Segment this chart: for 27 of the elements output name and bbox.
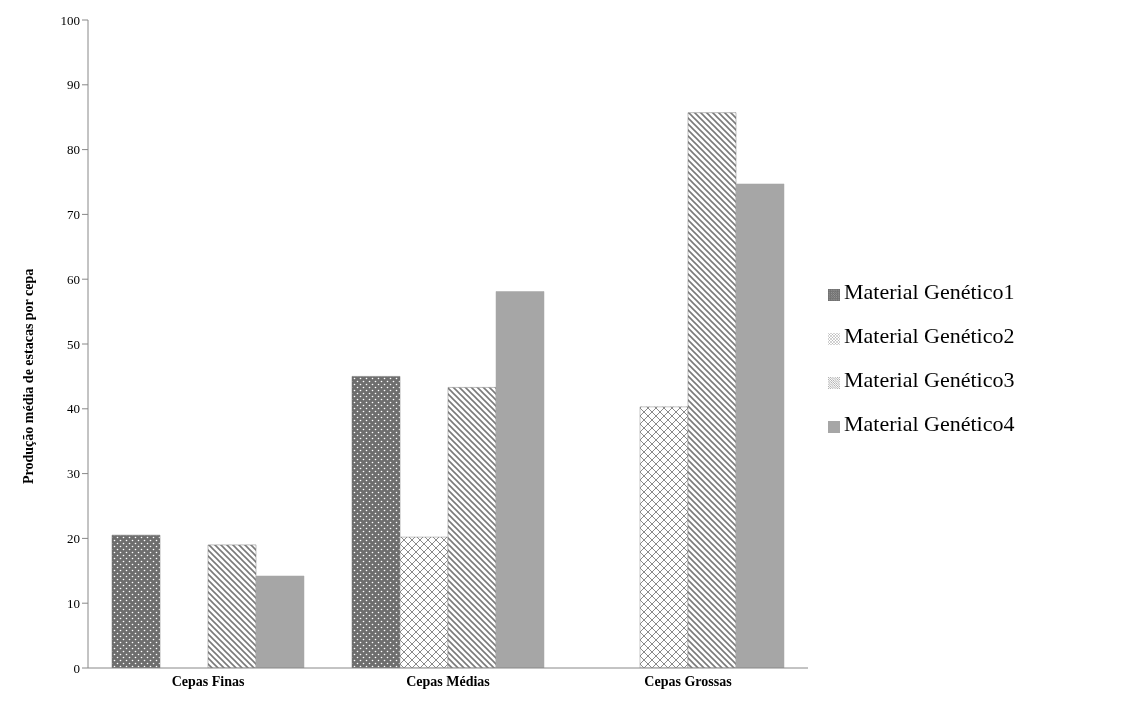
bar xyxy=(495,291,545,668)
legend-label: Material Genético2 xyxy=(844,323,1015,348)
bar xyxy=(447,387,497,668)
x-tick-label: Cepas Finas xyxy=(171,673,245,689)
y-tick-label: 70 xyxy=(67,207,80,223)
y-tick-label: 100 xyxy=(60,12,80,28)
bar xyxy=(255,575,305,668)
bar xyxy=(207,544,257,668)
y-tick-label: 0 xyxy=(73,660,80,676)
y-tick-label: 40 xyxy=(67,401,80,417)
y-tick-label: 20 xyxy=(67,531,80,547)
y-tick-label: 90 xyxy=(67,77,80,93)
bar xyxy=(735,183,785,668)
bar xyxy=(687,112,737,668)
x-tick-label: Cepas Médias xyxy=(406,673,491,689)
x-tick-label: Cepas Grossas xyxy=(644,673,733,689)
y-tick-label: 30 xyxy=(67,466,80,482)
y-axis-title: Produção média de estacas por cepa xyxy=(20,268,36,484)
y-tick-label: 10 xyxy=(67,595,80,611)
legend-label: Material Genético1 xyxy=(844,279,1015,304)
bar xyxy=(351,376,401,668)
y-tick-label: 50 xyxy=(67,336,80,352)
bar xyxy=(111,534,161,668)
y-tick-label: 60 xyxy=(67,271,80,287)
legend-label: Material Genético3 xyxy=(844,367,1015,392)
legend-label: Material Genético4 xyxy=(844,411,1015,436)
y-tick-label: 80 xyxy=(67,142,80,158)
